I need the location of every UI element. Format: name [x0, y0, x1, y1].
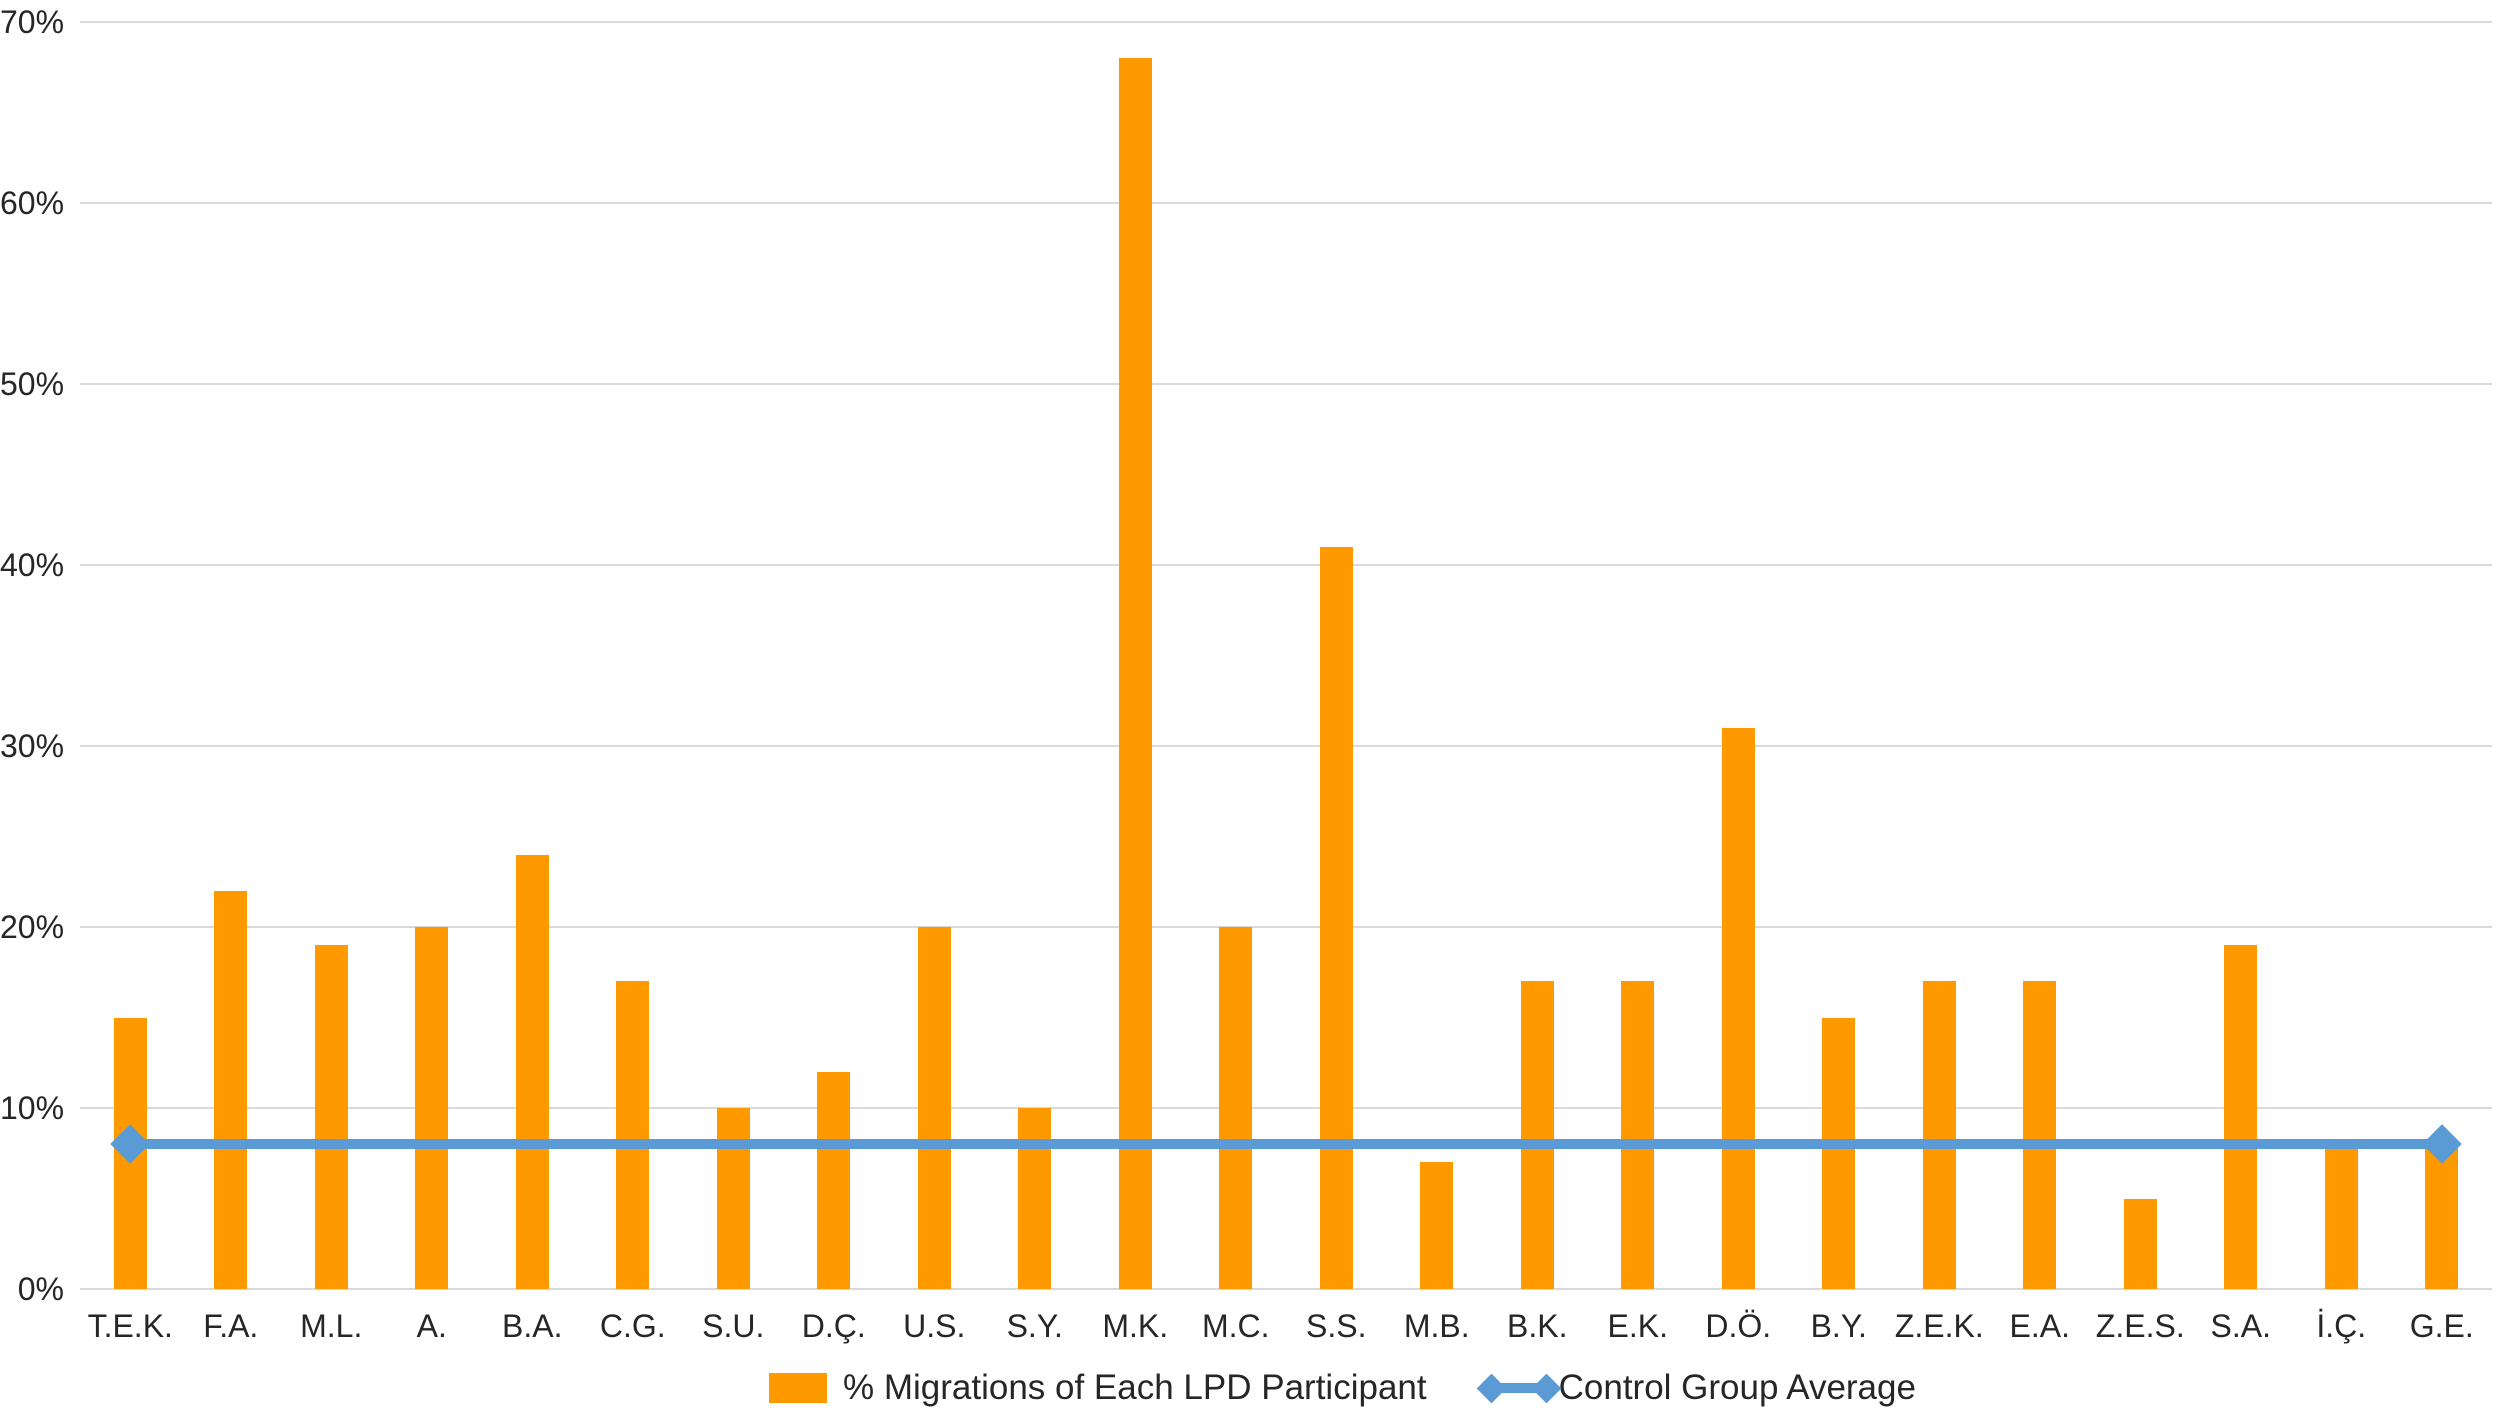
x-axis-label-A.: A. [416, 1308, 447, 1344]
control-group-average-line [130, 1139, 2442, 1150]
gridline-0% [80, 1288, 2492, 1290]
bar-B.Y. [1822, 1017, 1856, 1289]
bar-E.K. [1621, 981, 1655, 1289]
gridline-70% [80, 21, 2492, 23]
x-axis-label-M.C.: M.C. [1201, 1308, 1270, 1344]
x-axis-label-T.E.K.: T.E.K. [87, 1308, 173, 1344]
gridline-30% [80, 745, 2492, 747]
bar-S.A. [2224, 945, 2258, 1289]
x-axis-label-S.Y.: S.Y. [1006, 1308, 1063, 1344]
gridline-40% [80, 564, 2492, 566]
x-axis-label-D.Ç.: D.Ç. [801, 1308, 866, 1344]
x-axis-label-B.A.: B.A. [502, 1308, 563, 1344]
bar-M.K. [1118, 58, 1152, 1289]
bar-M.B. [1420, 1162, 1454, 1289]
x-axis-label-M.K.: M.K. [1102, 1308, 1169, 1344]
gridline-10% [80, 1107, 2492, 1109]
x-axis-label-Z.E.S.: Z.E.S. [2095, 1308, 2185, 1344]
bar-E.A. [2023, 981, 2057, 1289]
bar-M.C. [1219, 927, 1253, 1289]
y-axis-tick-label: 30% [0, 728, 65, 764]
bar-S.S. [1319, 546, 1353, 1289]
legend-item-line-series: Control Group Average [1476, 1368, 1916, 1408]
chart-legend: % Migrations of Each LPD Participant Con… [769, 1368, 1916, 1408]
y-axis-tick-label: 60% [0, 185, 65, 221]
x-axis-label-S.U.: S.U. [702, 1308, 765, 1344]
bar-İ.Ç. [2324, 1144, 2358, 1289]
x-axis-label-G.E.: G.E. [2409, 1308, 2474, 1344]
y-axis-tick-label: 50% [0, 366, 65, 402]
bar-B.K. [1520, 981, 1554, 1289]
x-axis-label-E.A.: E.A. [2009, 1308, 2070, 1344]
x-axis-label-B.Y.: B.Y. [1810, 1308, 1867, 1344]
x-axis-label-S.S.: S.S. [1306, 1308, 1367, 1344]
y-axis-tick-label: 40% [0, 547, 65, 583]
gridline-50% [80, 383, 2492, 385]
x-axis-label-Z.E.K.: Z.E.K. [1894, 1308, 1984, 1344]
legend-bar-series-label: % Migrations of Each LPD Participant [843, 1368, 1427, 1407]
bar-M.L. [314, 945, 348, 1289]
bar-series-swatch-icon [769, 1373, 827, 1403]
gridline-60% [80, 202, 2492, 204]
x-axis-label-D.Ö.: D.Ö. [1705, 1308, 1772, 1344]
bar-S.Y. [1018, 1108, 1052, 1289]
x-axis-label-İ.Ç.: İ.Ç. [2316, 1308, 2367, 1344]
x-axis-label-M.B.: M.B. [1403, 1308, 1470, 1344]
bar-Z.E.K. [1922, 981, 1956, 1289]
gridline-20% [80, 926, 2492, 928]
bar-S.U. [716, 1108, 750, 1289]
x-axis-label-B.K.: B.K. [1507, 1308, 1568, 1344]
x-axis-label-U.S.: U.S. [903, 1308, 966, 1344]
x-axis-label-M.L.: M.L. [300, 1308, 363, 1344]
y-axis-tick-label: 70% [0, 4, 65, 40]
bar-A. [415, 927, 449, 1289]
bar-D.Ç. [817, 1071, 851, 1289]
x-axis-label-E.K.: E.K. [1607, 1308, 1668, 1344]
bar-G.E. [2425, 1144, 2459, 1289]
line-series-marker-icon [1476, 1373, 1561, 1404]
x-axis-label-F.A.: F.A. [203, 1308, 259, 1344]
bar-U.S. [917, 927, 951, 1289]
y-axis-tick-label: 0% [17, 1271, 64, 1307]
y-axis-tick-label: 20% [0, 909, 65, 945]
bar-Z.E.S. [2123, 1198, 2157, 1289]
bar-B.A. [515, 854, 549, 1289]
legend-item-bar-series: % Migrations of Each LPD Participant [769, 1368, 1427, 1408]
x-axis-label-S.A.: S.A. [2210, 1308, 2271, 1344]
bar-F.A. [214, 890, 248, 1289]
bar-D.Ö. [1721, 727, 1755, 1289]
bar-C.G. [616, 981, 650, 1289]
y-axis-tick-label: 10% [0, 1090, 65, 1126]
legend-line-series-label: Control Group Average [1558, 1368, 1916, 1407]
x-axis-label-C.G.: C.G. [599, 1308, 666, 1344]
